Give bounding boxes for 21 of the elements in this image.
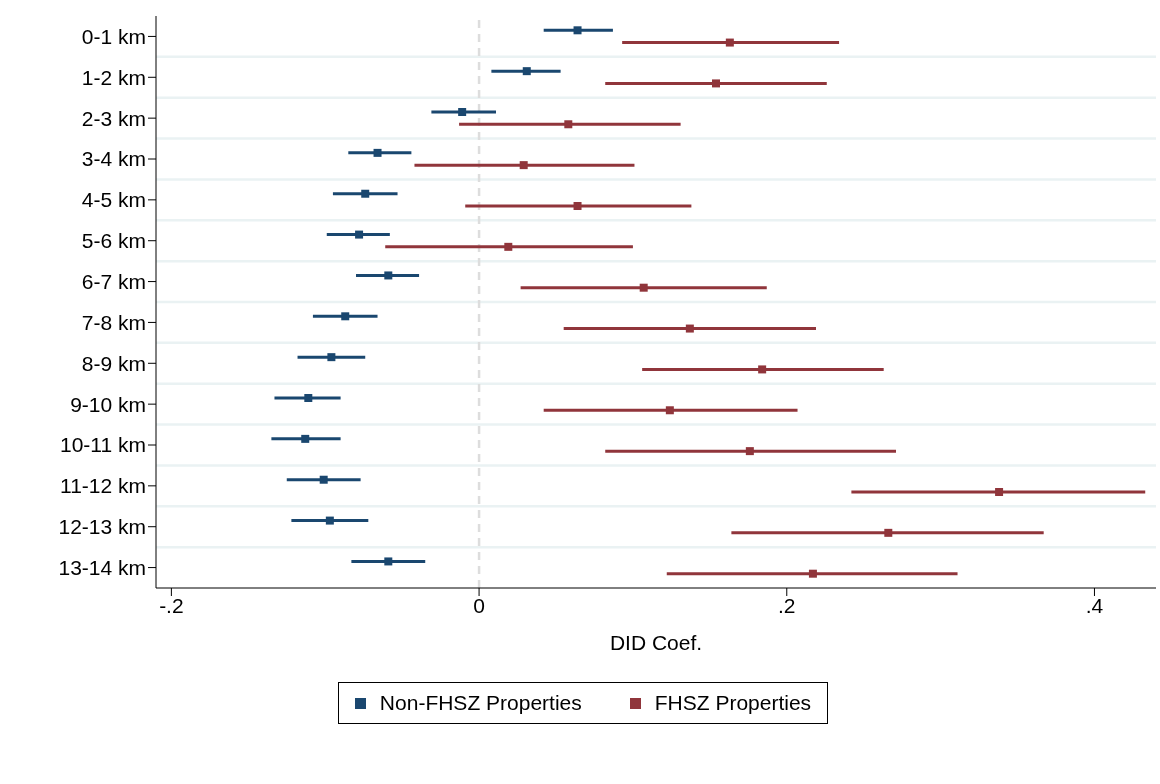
y-tick-label: 1-2 km	[81, 65, 146, 89]
y-tick-label: 7-8 km	[81, 310, 146, 334]
x-tick-label: .4	[1085, 593, 1104, 617]
y-tick-label: 2-3 km	[81, 106, 146, 130]
x-tick-label: -.2	[159, 593, 184, 617]
y-tick-label: 8-9 km	[81, 351, 146, 375]
y-tick-label: 10-11 km	[60, 433, 146, 457]
y-tick-label: 9-10 km	[70, 392, 146, 416]
x-tick-label: .2	[778, 593, 796, 617]
legend-label: Non-FHSZ Properties	[379, 691, 582, 715]
y-tick-label: 0-1 km	[81, 24, 146, 48]
y-tick-label: 11-12 km	[60, 474, 146, 498]
y-tick-label: 12-13 km	[58, 515, 146, 539]
x-tick-label: 0	[473, 593, 485, 617]
y-tick-label: 5-6 km	[81, 229, 146, 253]
legend-label: FHSZ Properties	[654, 691, 812, 715]
y-tick-label: 13-14 km	[58, 556, 146, 580]
x-axis-title: DID Coef.	[609, 631, 703, 654]
y-tick-label: 4-5 km	[81, 188, 146, 212]
y-tick-label: 6-7 km	[81, 270, 146, 294]
y-tick-label: 3-4 km	[81, 147, 146, 171]
